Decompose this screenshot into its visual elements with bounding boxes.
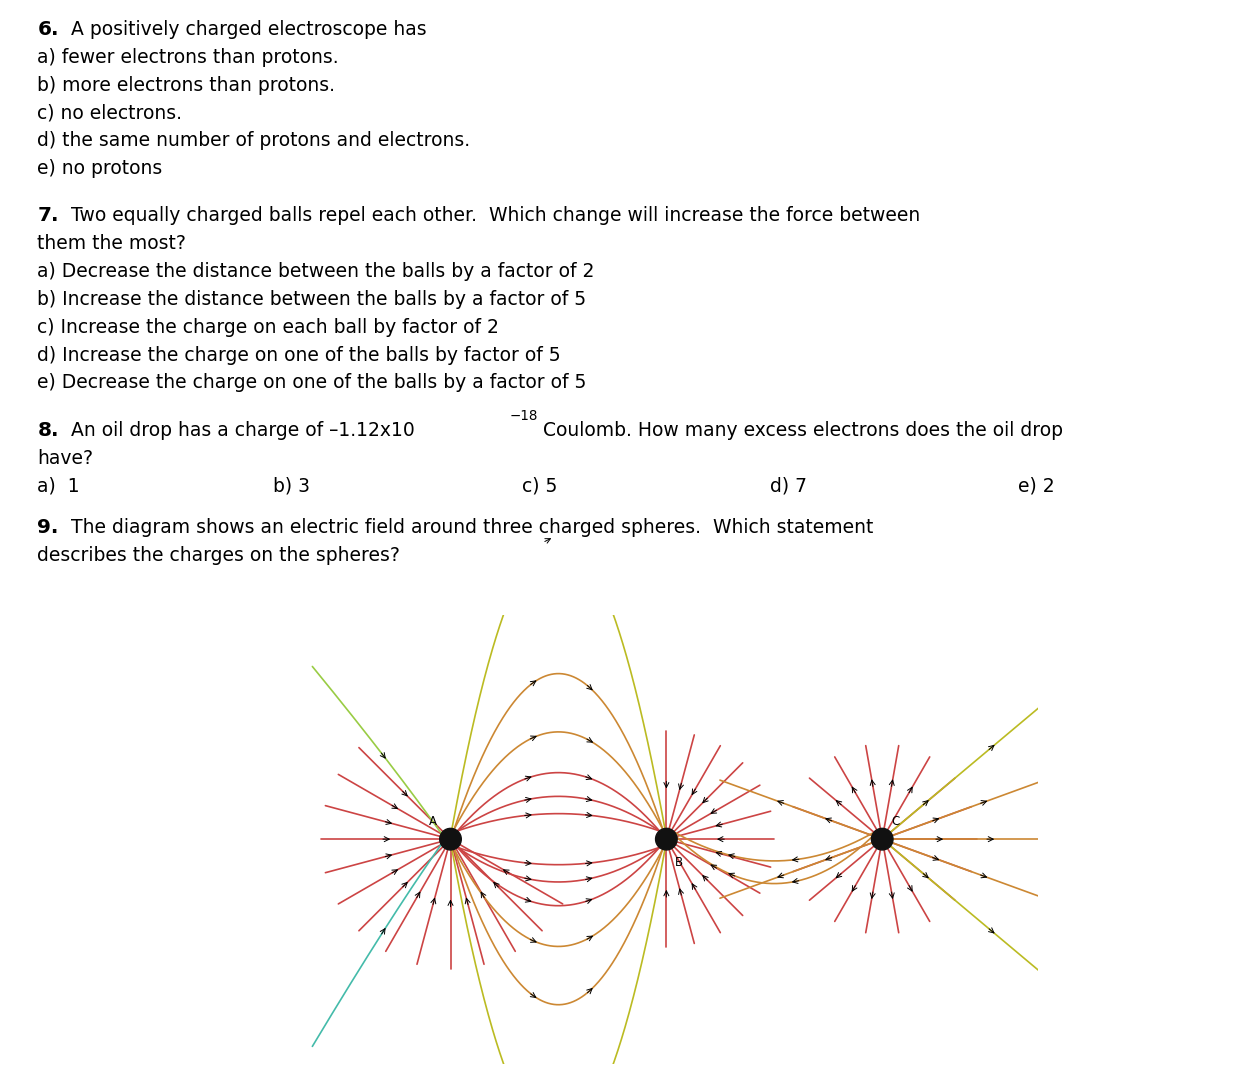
Text: e) 2: e) 2 xyxy=(1018,477,1054,495)
Text: 9.: 9. xyxy=(37,518,58,537)
Text: Two equally charged balls repel each other.  Which change will increase the forc: Two equally charged balls repel each oth… xyxy=(65,206,920,226)
Circle shape xyxy=(440,828,461,850)
Text: e) Decrease the charge on one of the balls by a factor of 5: e) Decrease the charge on one of the bal… xyxy=(37,373,586,392)
Circle shape xyxy=(656,828,677,850)
Text: e) no protons: e) no protons xyxy=(37,159,163,179)
Text: c) Increase the charge on each ball by factor of 2: c) Increase the charge on each ball by f… xyxy=(37,317,499,337)
Text: b) more electrons than protons.: b) more electrons than protons. xyxy=(37,76,335,94)
Text: have?: have? xyxy=(37,449,93,467)
Text: A: A xyxy=(430,815,437,827)
Text: A positively charged electroscope has: A positively charged electroscope has xyxy=(65,20,426,38)
Text: Coulomb. How many excess electrons does the oil drop: Coulomb. How many excess electrons does … xyxy=(537,421,1063,439)
Text: a) Decrease the distance between the balls by a factor of 2: a) Decrease the distance between the bal… xyxy=(37,262,595,281)
Text: C: C xyxy=(891,816,899,828)
Text: d) Increase the charge on one of the balls by factor of 5: d) Increase the charge on one of the bal… xyxy=(37,345,561,365)
Text: An oil drop has a charge of –1.12x10: An oil drop has a charge of –1.12x10 xyxy=(65,421,415,439)
Text: c) no electrons.: c) no electrons. xyxy=(37,104,183,122)
Text: a) fewer electrons than protons.: a) fewer electrons than protons. xyxy=(37,48,339,66)
Text: b) 3: b) 3 xyxy=(273,477,310,495)
Text: d) 7: d) 7 xyxy=(770,477,807,495)
Text: c) 5: c) 5 xyxy=(522,477,556,495)
Text: a)  1: a) 1 xyxy=(37,477,79,495)
Text: d) the same number of protons and electrons.: d) the same number of protons and electr… xyxy=(37,131,471,151)
Text: The diagram shows an electric field around three charged spheres.  Which stateme: The diagram shows an electric field arou… xyxy=(65,518,873,537)
Text: b) Increase the distance between the balls by a factor of 5: b) Increase the distance between the bal… xyxy=(37,290,586,309)
Circle shape xyxy=(872,828,893,850)
Text: them the most?: them the most? xyxy=(37,234,186,253)
Text: describes the charges on the spheres?: describes the charges on the spheres? xyxy=(37,546,400,566)
Text: 7.: 7. xyxy=(37,206,58,226)
Text: 8.: 8. xyxy=(37,421,58,439)
Text: 6.: 6. xyxy=(37,20,58,38)
Text: B: B xyxy=(674,856,683,869)
Text: −18: −18 xyxy=(509,408,538,423)
